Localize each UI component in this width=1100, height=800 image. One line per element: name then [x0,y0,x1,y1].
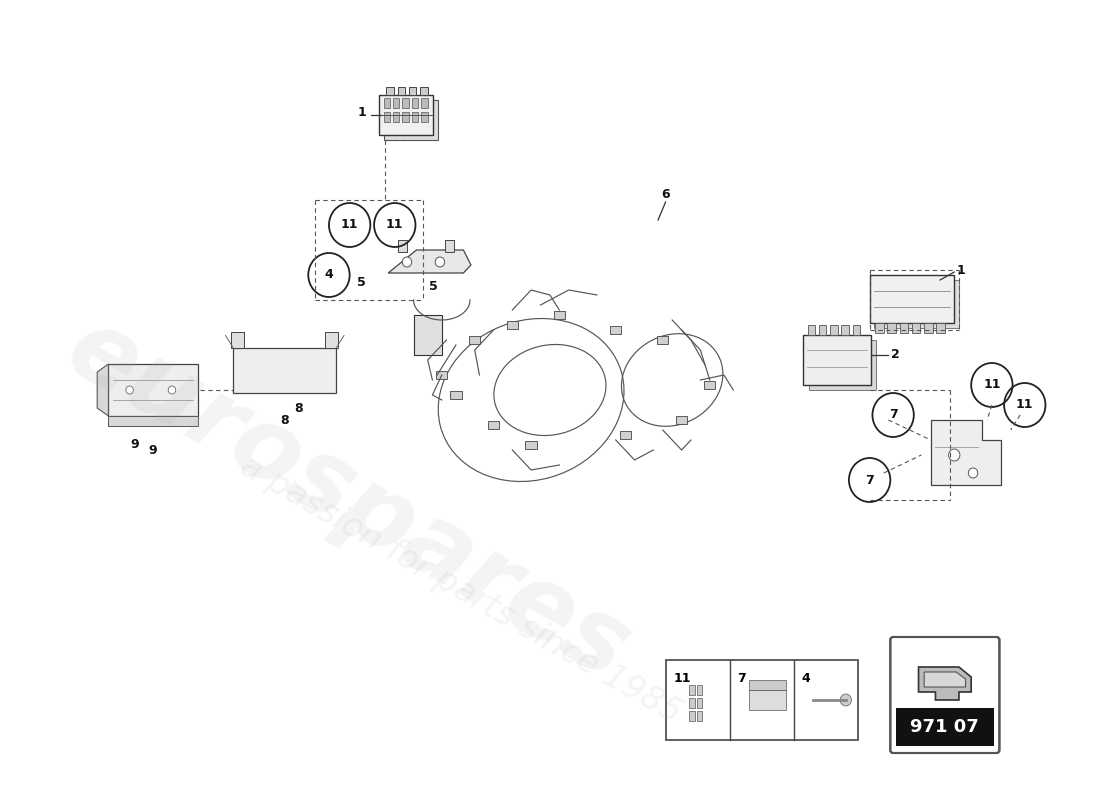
Bar [411,112,418,122]
Bar [231,331,244,347]
Text: 8: 8 [280,414,289,426]
Text: 4: 4 [324,269,333,282]
Circle shape [168,386,176,394]
Text: 1: 1 [957,263,965,277]
Bar [507,321,518,329]
Bar [749,680,786,690]
Bar [384,112,390,122]
Text: 7: 7 [866,474,874,486]
Bar [924,323,933,333]
Bar [450,391,462,399]
Bar [870,275,955,323]
Bar [696,685,702,695]
Bar [444,240,454,252]
Bar [900,323,909,333]
Bar [386,87,394,95]
Bar [818,325,826,335]
Polygon shape [97,364,109,416]
Bar [109,416,198,426]
Bar [808,340,877,390]
Bar [896,708,993,746]
Bar [888,323,896,333]
Bar [414,315,442,355]
Bar [689,685,695,695]
Circle shape [840,694,851,706]
Text: 11: 11 [1016,398,1034,411]
Bar [233,347,337,393]
Bar [876,323,883,333]
FancyBboxPatch shape [890,637,1000,753]
Text: 11: 11 [673,672,691,685]
Bar [420,87,428,95]
Bar [384,100,438,140]
Bar [397,87,405,95]
Bar [469,336,481,344]
Text: 1: 1 [358,106,366,119]
Circle shape [436,257,444,267]
Text: eurospares: eurospares [50,300,646,700]
Bar [666,660,858,740]
Circle shape [968,468,978,478]
Bar [409,87,417,95]
Bar [689,711,695,721]
Bar [553,311,565,319]
Circle shape [125,386,133,394]
Bar [488,421,499,429]
Text: 971 07: 971 07 [911,718,979,736]
Bar [610,326,621,334]
Bar [657,336,669,344]
Bar [411,98,418,108]
Bar [403,112,409,122]
Bar [393,112,399,122]
Circle shape [948,449,960,461]
Bar [936,323,945,333]
Bar [384,98,390,108]
Bar [421,98,428,108]
Polygon shape [918,667,971,700]
Text: 9: 9 [148,443,157,457]
Bar [696,698,702,708]
Text: 4: 4 [802,672,811,685]
Bar [696,711,702,721]
Bar [403,98,409,108]
Bar [689,698,695,708]
Bar [830,325,838,335]
Text: 5: 5 [358,275,366,289]
Text: 8: 8 [295,402,304,414]
Bar [421,112,428,122]
Text: 7: 7 [889,409,898,422]
Polygon shape [388,250,471,273]
Bar [874,280,959,328]
Bar [437,371,448,379]
Bar [803,335,870,385]
Text: 2: 2 [891,349,900,362]
Text: a passion for parts since 1985: a passion for parts since 1985 [234,450,688,730]
Bar [109,364,198,416]
Bar [675,416,688,424]
Bar [852,325,860,335]
Bar [378,95,433,135]
Text: 7: 7 [737,672,746,685]
Bar [397,240,407,252]
Text: 9: 9 [130,438,139,451]
Bar [526,441,537,449]
Bar [619,431,630,439]
Text: 6: 6 [661,189,670,202]
Circle shape [403,257,411,267]
Bar [912,323,921,333]
Text: 11: 11 [386,218,404,231]
Bar [749,690,786,710]
Bar [704,381,715,389]
Text: 11: 11 [341,218,359,231]
Polygon shape [924,672,966,687]
Polygon shape [931,420,1001,485]
Text: 5: 5 [429,281,438,294]
Bar [326,331,339,347]
Bar [842,325,849,335]
Text: 11: 11 [983,378,1001,391]
Bar [807,325,815,335]
Bar [393,98,399,108]
